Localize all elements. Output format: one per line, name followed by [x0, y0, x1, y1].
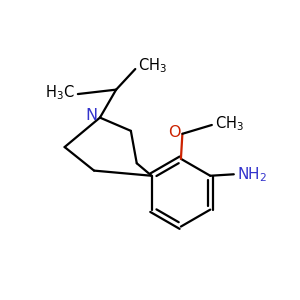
Text: CH$_3$: CH$_3$: [138, 57, 167, 75]
Text: H$_3$C: H$_3$C: [45, 83, 75, 102]
Text: O: O: [168, 125, 180, 140]
Text: NH$_2$: NH$_2$: [237, 165, 268, 184]
Text: CH$_3$: CH$_3$: [215, 114, 244, 133]
Text: N: N: [85, 108, 98, 123]
